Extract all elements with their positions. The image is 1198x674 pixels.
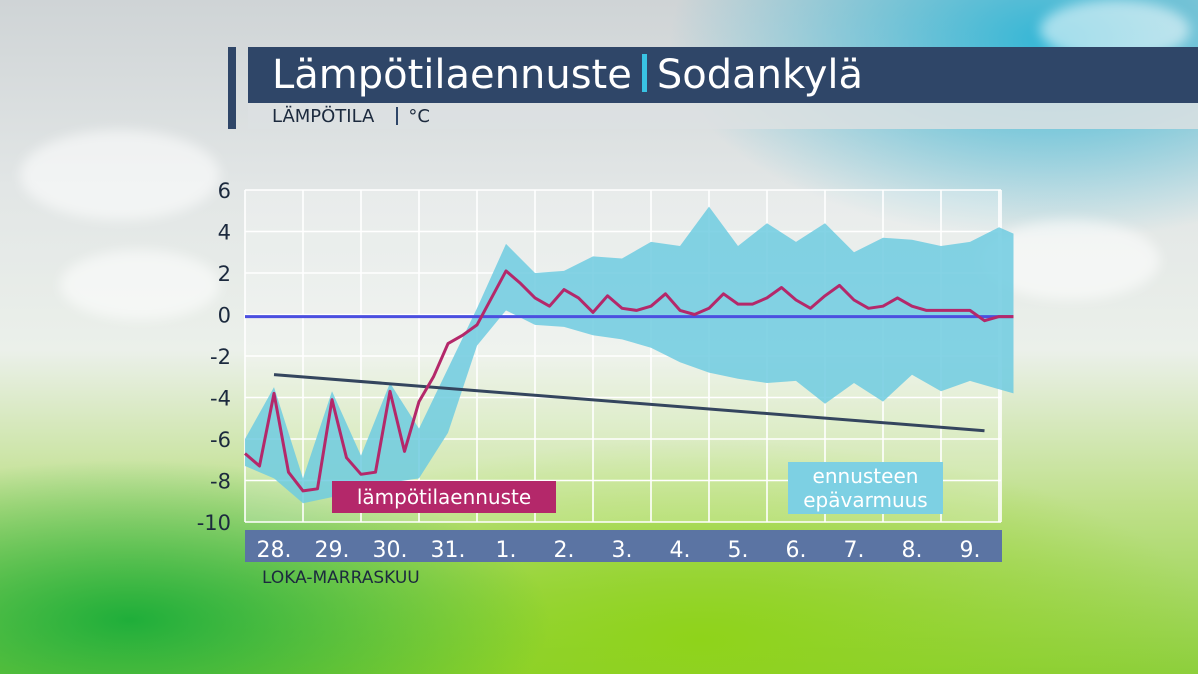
background-cloud bbox=[20, 130, 220, 220]
subtitle-label: LÄMPÖTILA bbox=[272, 106, 375, 127]
trend-line bbox=[273, 373, 985, 433]
y-tick-label: -8 bbox=[210, 470, 231, 494]
months-label: LOKA-MARRASKUU bbox=[262, 568, 420, 588]
y-tick-label: -4 bbox=[210, 387, 231, 411]
x-tick-label: 5. bbox=[728, 538, 749, 563]
subtitle-separator bbox=[396, 107, 399, 125]
title-accent-bar bbox=[228, 47, 236, 129]
y-tick-label: 6 bbox=[218, 179, 231, 203]
y-tick-label: -2 bbox=[210, 345, 231, 369]
unit-label: °C bbox=[408, 106, 430, 127]
y-tick-label: 2 bbox=[218, 262, 231, 286]
x-tick-label: 4. bbox=[670, 538, 691, 563]
title-label: Lämpötilaennuste bbox=[272, 52, 632, 98]
legend-uncertainty-line2: epävarmuus bbox=[803, 488, 928, 512]
y-tick-label: -6 bbox=[210, 428, 231, 452]
legend-uncertainty-line1: ennusteen bbox=[812, 464, 919, 488]
legend-uncertainty: ennusteen epävarmuus bbox=[788, 462, 943, 514]
x-tick-label: 9. bbox=[960, 538, 981, 563]
x-tick-label: 8. bbox=[902, 538, 923, 563]
y-tick-label: 4 bbox=[218, 221, 231, 245]
x-tick-label: 7. bbox=[844, 538, 865, 563]
y-tick-label: 0 bbox=[218, 304, 231, 328]
x-tick-label: 31. bbox=[431, 538, 466, 563]
background-cloud bbox=[60, 250, 220, 320]
subtitle-bar bbox=[248, 103, 1198, 129]
legend-forecast: lämpötilaennuste bbox=[332, 481, 556, 513]
x-tick-label: 2. bbox=[554, 538, 575, 563]
title-bar bbox=[248, 47, 1198, 103]
location-label: Sodankylä bbox=[656, 52, 863, 98]
x-axis-bar bbox=[245, 530, 1002, 562]
chart-title: Lämpötilaennuste Sodankylä bbox=[272, 52, 863, 98]
forecast-line bbox=[244, 269, 1014, 493]
x-tick-label: 1. bbox=[496, 538, 517, 563]
x-tick-label: 6. bbox=[786, 538, 807, 563]
title-separator bbox=[641, 54, 647, 92]
x-tick-label: 28. bbox=[257, 538, 292, 563]
uncertainty-band bbox=[245, 206, 1014, 504]
chart-subtitle: LÄMPÖTILA °C bbox=[272, 106, 430, 127]
x-tick-label: 3. bbox=[612, 538, 633, 563]
x-tick-label: 30. bbox=[373, 538, 408, 563]
x-tick-label: 29. bbox=[315, 538, 350, 563]
y-tick-label: -10 bbox=[197, 511, 231, 535]
